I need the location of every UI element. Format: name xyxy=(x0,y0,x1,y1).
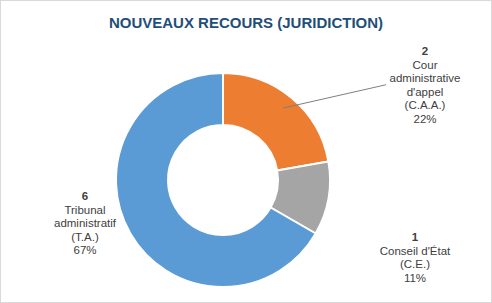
category-label: Couradministratived'appel(C.A.A.) xyxy=(390,59,461,112)
percent-label: 22% xyxy=(413,113,436,125)
value-label: 2 xyxy=(422,45,428,57)
value-label: 1 xyxy=(412,231,419,243)
chart-frame xyxy=(1,1,492,303)
chart: NOUVEAUX RECOURS (JURIDICTION) 2 Couradmin… xyxy=(0,0,492,303)
category-label: Tribunaladministratif(T.A.) xyxy=(54,204,117,243)
percent-label: 67% xyxy=(73,244,96,256)
chart-title: NOUVEAUX RECOURS (JURIDICTION) xyxy=(109,14,383,31)
percent-label: 11% xyxy=(404,272,426,284)
value-label: 6 xyxy=(82,190,88,202)
donut-slice xyxy=(116,73,316,287)
leader-line xyxy=(283,85,386,108)
donut-slice xyxy=(223,73,328,170)
category-label: Conseil d'État(C.E.) xyxy=(380,245,451,271)
data-labels: 2 Couradministratived'appel(C.A.A.)22% 1 Co… xyxy=(54,45,460,284)
